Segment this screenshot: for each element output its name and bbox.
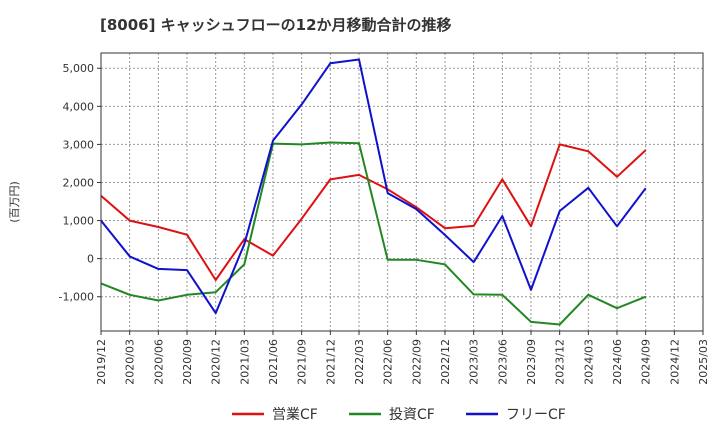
x-tick-label: 2019/12 bbox=[95, 339, 108, 385]
y-tick-label: 1,000 bbox=[63, 215, 95, 228]
x-tick-label: 2022/12 bbox=[439, 339, 452, 385]
x-tick-label: 2024/12 bbox=[668, 339, 681, 385]
series-lines bbox=[100, 58, 647, 326]
x-tick-label: 2020/09 bbox=[181, 339, 194, 385]
chart-title: [8006] キャッシュフローの12か月移動合計の推移 bbox=[100, 16, 452, 34]
x-tick-label: 2020/03 bbox=[124, 339, 137, 385]
series-line-営業CF bbox=[100, 143, 647, 281]
x-tick-label: 2021/12 bbox=[324, 339, 337, 385]
x-tick-label: 2020/06 bbox=[152, 339, 165, 385]
x-tick-label: 2025/03 bbox=[697, 339, 710, 385]
legend-label: 投資CF bbox=[389, 407, 435, 423]
y-tick-label: 4,000 bbox=[63, 100, 95, 113]
x-tick-label: 2024/03 bbox=[582, 339, 595, 385]
y-tick-label: 2,000 bbox=[63, 176, 95, 189]
x-tick-label: 2021/09 bbox=[296, 339, 309, 385]
series-line-投資CF bbox=[100, 141, 647, 326]
plot-frame bbox=[100, 52, 704, 332]
x-tick-label: 2022/09 bbox=[410, 339, 423, 385]
y-axis-label: (百万円) bbox=[8, 181, 21, 223]
y-tick-label: -1,000 bbox=[59, 291, 94, 304]
x-axis-ticks: 2019/12 2020/03 2020/06 2020/09 2020/12 2021/… bbox=[95, 331, 710, 385]
series-line-フリーCF bbox=[100, 58, 647, 315]
x-tick-label: 2021/03 bbox=[238, 339, 251, 385]
y-tick-label: 5,000 bbox=[63, 62, 95, 75]
x-tick-label: 2023/06 bbox=[496, 339, 509, 385]
legend-label: 営業CF bbox=[272, 407, 318, 423]
y-axis-ticks: -1,000 0 1,000 2,000 3,000 4,000 5,000 bbox=[59, 62, 101, 304]
x-tick-label: 2023/03 bbox=[468, 339, 481, 385]
plot-area bbox=[101, 53, 703, 331]
x-tick-label: 2024/09 bbox=[640, 339, 653, 385]
x-tick-label: 2020/12 bbox=[210, 339, 223, 385]
x-tick-label: 2024/06 bbox=[611, 339, 624, 385]
legend: 営業CF 投資CF フリーCF bbox=[232, 407, 566, 423]
x-tick-label: 2022/03 bbox=[353, 339, 366, 385]
y-tick-label: 3,000 bbox=[63, 138, 95, 151]
x-tick-label: 2022/06 bbox=[382, 339, 395, 385]
y-tick-label: 0 bbox=[87, 253, 94, 266]
x-tick-label: 2023/12 bbox=[554, 339, 567, 385]
legend-label: フリーCF bbox=[506, 407, 566, 423]
x-tick-label: 2023/09 bbox=[525, 339, 538, 385]
x-tick-label: 2021/06 bbox=[267, 339, 280, 385]
